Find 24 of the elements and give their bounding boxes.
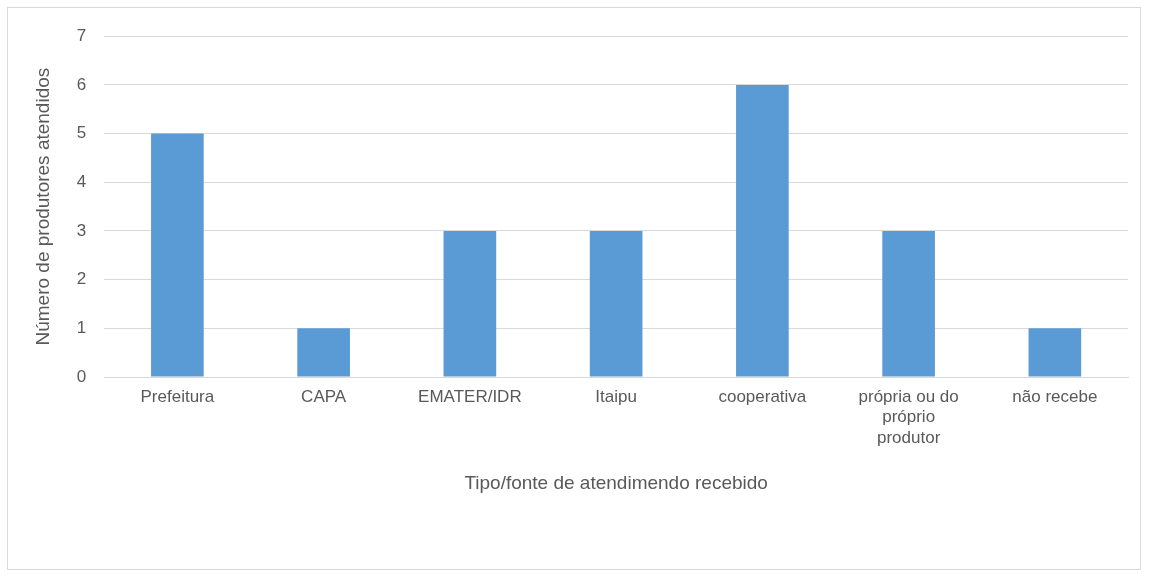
x-tick-label: EMATER/IDR xyxy=(418,386,522,406)
x-tick-label: própria ou do próprio produtor xyxy=(858,386,959,447)
x-tick-label: Itaipu xyxy=(595,386,637,406)
y-tick-label: 1 xyxy=(76,318,87,337)
y-tick-label: 2 xyxy=(76,269,87,289)
y-tick-label: 7 xyxy=(76,25,87,45)
x-tick-label: Prefeitura xyxy=(140,386,215,406)
bar xyxy=(736,84,789,377)
x-axis-title: Tipo/fonte de atendimendo recebido xyxy=(464,471,768,493)
bar xyxy=(151,133,204,377)
y-tick-label: 0 xyxy=(76,366,87,386)
y-tick-label: 6 xyxy=(76,74,87,94)
bar xyxy=(882,230,935,377)
y-tick-label: 3 xyxy=(76,220,87,240)
bar xyxy=(443,230,497,377)
x-tick-label: cooperativa xyxy=(718,386,807,406)
y-axis-title: Número de produtores atendidos xyxy=(31,67,53,346)
bar xyxy=(297,328,350,377)
y-tick-label: 5 xyxy=(76,123,87,143)
y-tick-label: 4 xyxy=(76,171,87,191)
bar xyxy=(1028,328,1082,377)
x-tick-label: não recebe xyxy=(1012,386,1098,406)
x-tick-label: CAPA xyxy=(301,386,347,406)
bar xyxy=(589,230,643,377)
